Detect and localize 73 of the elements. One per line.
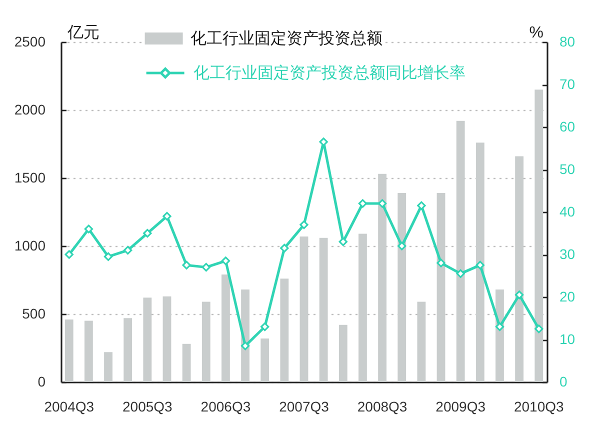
bar: [182, 344, 191, 382]
point: [534, 324, 544, 334]
y2-tick-label: 10: [560, 331, 576, 347]
point: [495, 322, 504, 332]
bar: [202, 302, 210, 382]
point: [456, 269, 465, 278]
x-tick-label: 2007Q3: [279, 398, 330, 414]
bar: [124, 318, 132, 382]
bar: [260, 338, 270, 382]
x-tick-label: 2009Q3: [436, 398, 486, 414]
bar: [476, 142, 484, 382]
point: [358, 199, 368, 208]
y2-tick-label: 20: [560, 288, 576, 304]
bar: [319, 238, 328, 382]
bar: [300, 236, 308, 382]
y2-tick-label: 0: [560, 374, 568, 390]
y2-tick-label: 80: [560, 34, 576, 50]
y2-tick-label: 70: [560, 76, 576, 92]
y-tick-label: 2000: [14, 102, 46, 118]
point: [240, 342, 250, 350]
point: [221, 256, 230, 266]
y-tick-label: 2500: [14, 34, 46, 50]
point: [300, 220, 308, 230]
y2-tick-label: 60: [560, 118, 576, 134]
bar: [378, 174, 386, 382]
x-tick-label: 2005Q3: [122, 398, 173, 414]
bar: [84, 320, 93, 382]
point: [143, 228, 152, 238]
bar: [280, 278, 289, 382]
y-axis-title: 亿元: [66, 24, 100, 42]
point: [124, 246, 132, 255]
bar: [338, 324, 348, 382]
point: [398, 242, 406, 250]
bar: [162, 296, 172, 382]
bar: [104, 352, 112, 382]
point: [378, 199, 387, 208]
bar: [456, 120, 465, 382]
point: [260, 322, 270, 332]
x-tick-label: 2010Q3: [514, 398, 564, 414]
point: [514, 290, 524, 300]
bar: [515, 156, 524, 382]
bar: [358, 234, 367, 382]
point: [436, 258, 446, 268]
bar: [222, 274, 230, 382]
y2-tick-label: 40: [560, 204, 576, 220]
point: [162, 212, 172, 221]
y-tick-label: 1500: [14, 170, 46, 186]
y2-tick-label: 30: [560, 246, 576, 262]
point: [202, 262, 210, 272]
point: [182, 260, 191, 270]
bar: [398, 192, 406, 382]
bar: [436, 192, 446, 382]
point: [84, 224, 94, 234]
point: [417, 201, 426, 210]
y-tick-label: 1000: [14, 238, 46, 254]
y2-tick-label: 50: [560, 161, 576, 177]
point: [338, 237, 348, 246]
y-tick-label: 0: [38, 374, 46, 390]
bar: [534, 90, 544, 382]
y2-axis-title: %: [529, 24, 544, 42]
bar: [417, 302, 426, 382]
point: [64, 250, 74, 259]
bar: [143, 298, 152, 382]
legend-label: 化工行业固定资产投资总额: [190, 30, 382, 48]
point: [476, 260, 484, 270]
x-tick-label: 2008Q3: [357, 398, 408, 414]
x-tick-label: 2004Q3: [44, 398, 94, 414]
bar: [64, 319, 74, 382]
point: [280, 244, 289, 252]
x-tick-label: 2006Q3: [200, 398, 251, 414]
y-tick-label: 500: [22, 306, 46, 322]
legend-label: 化工行业固定资产投资总额同比增长率: [193, 64, 466, 82]
point: [104, 252, 113, 261]
